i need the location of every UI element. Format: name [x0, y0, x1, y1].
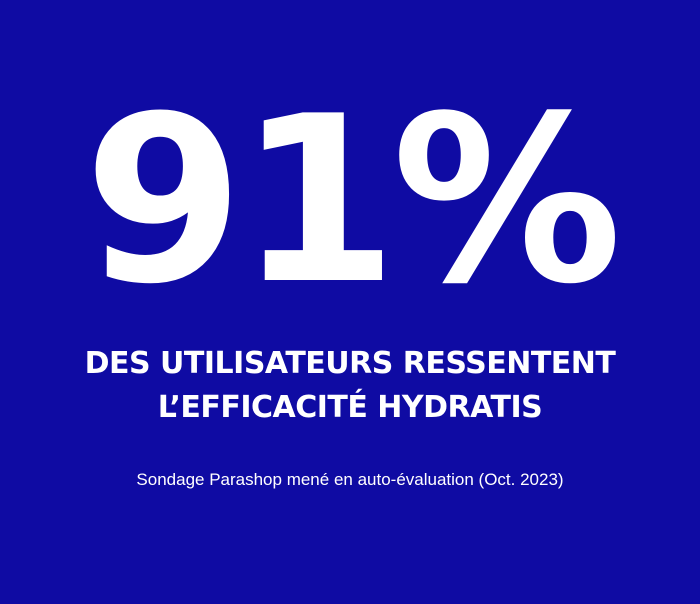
- source-note: Sondage Parashop mené en auto-évaluation…: [136, 470, 564, 489]
- headline: DES UTILISATEURS RESSENTENT L’EFFICACITÉ…: [0, 342, 700, 430]
- headline-line: DES UTILISATEURS RESSENTENT: [84, 346, 616, 381]
- headline-line: L’EFFICACITÉ HYDRATIS: [157, 390, 543, 425]
- stat-value: 91%: [83, 68, 623, 335]
